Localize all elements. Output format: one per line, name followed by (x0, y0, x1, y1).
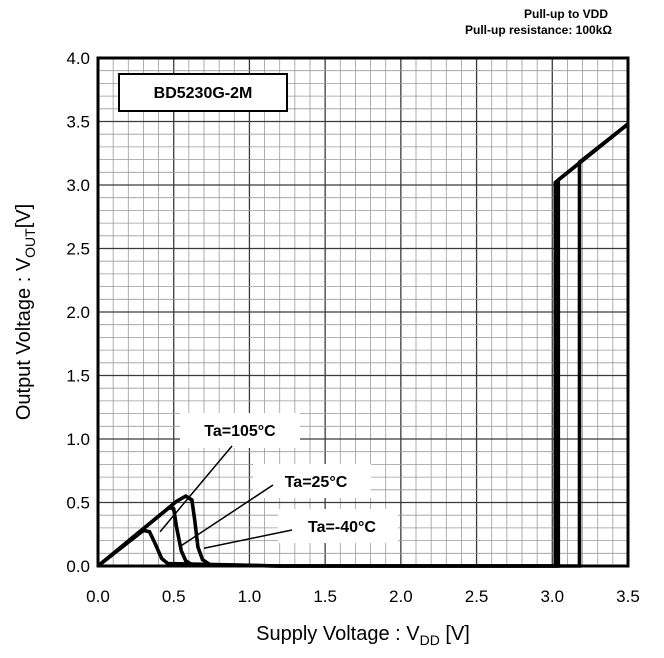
y-tick-label: 3.5 (66, 113, 90, 132)
x-tick-label: 1.0 (238, 587, 262, 606)
x-tick-label: 2.5 (465, 587, 489, 606)
note-pull-up: Pull-up to VDD (524, 7, 608, 21)
x-tick-label: 0.0 (86, 587, 110, 606)
series-line-3 (96, 122, 630, 568)
series-lines (96, 122, 630, 568)
y-tick-label: 1.5 (66, 367, 90, 386)
annotation-box (180, 413, 300, 448)
series-line-1 (96, 122, 630, 568)
y-tick-label: 0.5 (66, 494, 90, 513)
x-tick-label: 2.0 (389, 587, 413, 606)
y-axis-title-main: Output Voltage : V (13, 257, 35, 420)
annotation-pointer (180, 484, 274, 547)
x-tick-label: 3.5 (616, 587, 640, 606)
y-tick-label: 0.0 (66, 557, 90, 576)
annotation-label: Ta=-40°C (308, 519, 376, 536)
annotation-label: Ta=25°C (285, 474, 348, 491)
annotation-box (278, 509, 398, 543)
x-axis-title-sub: DD (420, 632, 440, 648)
y-tick-label: 4.0 (66, 49, 90, 68)
x-tick-label: 3.0 (540, 587, 564, 606)
y-tick-label: 3.0 (66, 176, 90, 195)
plot-frame (96, 56, 630, 568)
y-tick-label: 2.5 (66, 240, 90, 259)
series-line-2 (96, 122, 630, 568)
note-pull-up-resistance: Pull-up resistance: 100kΩ (465, 23, 612, 37)
x-axis-title-main: Supply Voltage : V (256, 623, 420, 645)
x-tick-label: 0.5 (162, 587, 186, 606)
device-label: BD5230G-2M (154, 85, 253, 102)
y-axis-title: Output Voltage : VOUT[V] (13, 204, 38, 420)
device-label-box (118, 73, 288, 112)
x-axis-title: Supply Voltage : VDD [V] (256, 623, 470, 648)
y-tick-label: 2.0 (66, 303, 90, 322)
y-axis-title-unit: [V] (13, 204, 35, 228)
y-tick-label: 1.0 (66, 430, 90, 449)
annotation-pointer (159, 445, 233, 533)
y-axis-title-sub: OUT (22, 228, 38, 258)
annotation-label: Ta=105°C (204, 423, 276, 440)
x-tick-label: 1.5 (313, 587, 337, 606)
annotation-box (253, 464, 371, 498)
annotation-pointer (203, 529, 293, 549)
x-axis-title-unit: [V] (440, 623, 470, 645)
tick-labels: 0.0 0.5 1.0 1.5 2.0 2.5 3.0 3.5 0.0 0.5 1.0 1.5 2.0 2… (66, 49, 639, 606)
annotations: Ta=105°C Ta=25°C Ta=-40°C (159, 413, 398, 549)
